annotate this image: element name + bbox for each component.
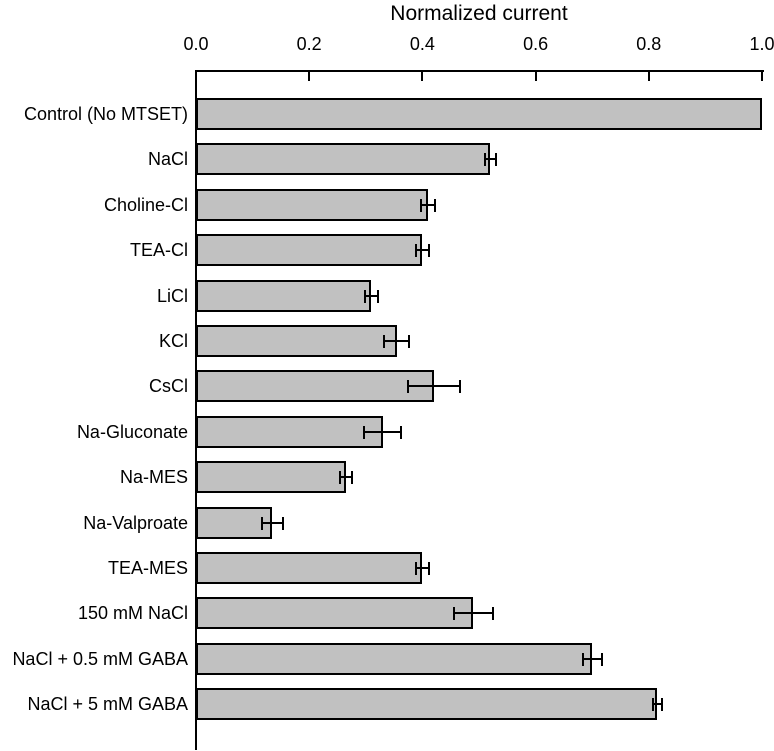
category-label: Choline-Cl bbox=[103, 194, 188, 215]
bar bbox=[196, 552, 422, 584]
x-tick-label: 0.4 bbox=[409, 34, 435, 54]
error-bar-cap bbox=[377, 290, 379, 303]
error-bar-cap bbox=[428, 562, 430, 575]
error-bar-cap bbox=[363, 426, 365, 439]
category-label: NaCl + 0.5 mM GABA bbox=[12, 648, 188, 669]
category-label: NaCl bbox=[147, 148, 188, 169]
error-bar-cap bbox=[400, 426, 402, 439]
error-bar-cap bbox=[364, 290, 366, 303]
bar bbox=[196, 143, 490, 175]
x-tick-label: 1.0 bbox=[749, 34, 774, 54]
category-label: TEA-Cl bbox=[130, 239, 188, 260]
error-bar-cap bbox=[582, 653, 584, 666]
x-tick-label: 0.6 bbox=[523, 34, 549, 54]
error-bar-cap bbox=[407, 380, 409, 393]
error-bar-cap bbox=[420, 199, 422, 212]
x-axis-line bbox=[195, 70, 764, 72]
bar bbox=[196, 98, 762, 130]
category-label: LiCl bbox=[156, 285, 188, 306]
error-bar-line bbox=[454, 612, 492, 614]
error-bar-cap bbox=[484, 153, 486, 166]
x-tick-mark bbox=[761, 72, 763, 81]
category-label: 150 mM NaCl bbox=[77, 602, 188, 623]
error-bar-cap bbox=[661, 698, 663, 711]
error-bar-line bbox=[340, 476, 352, 478]
bar bbox=[196, 325, 397, 357]
error-bar-cap bbox=[428, 244, 430, 257]
error-bar-line bbox=[365, 295, 377, 297]
category-label: Na-MES bbox=[119, 466, 188, 487]
x-tick-mark bbox=[534, 72, 537, 81]
error-bar-line bbox=[653, 703, 662, 705]
error-bar-cap bbox=[495, 153, 497, 166]
error-bar-line bbox=[583, 658, 602, 660]
bar bbox=[196, 597, 473, 629]
y-axis-line bbox=[195, 70, 197, 750]
category-label: KCl bbox=[158, 330, 188, 351]
bar bbox=[196, 507, 272, 539]
category-label: NaCl + 5 mM GABA bbox=[27, 693, 188, 714]
error-bar-cap bbox=[351, 471, 353, 484]
error-bar-cap bbox=[453, 607, 455, 620]
category-label: CsCl bbox=[149, 375, 188, 396]
error-bar-cap bbox=[434, 199, 436, 212]
error-bar-line bbox=[408, 385, 460, 387]
x-tick-label: 0.8 bbox=[636, 34, 662, 54]
error-bar-line bbox=[416, 249, 428, 251]
x-tick-mark bbox=[421, 72, 424, 81]
error-bar-line bbox=[485, 158, 496, 160]
bar bbox=[196, 280, 371, 312]
x-tick-mark bbox=[308, 72, 311, 81]
bar bbox=[196, 643, 592, 675]
category-label: Control (No MTSET) bbox=[23, 103, 188, 124]
bar bbox=[196, 370, 434, 402]
chart-title: Normalized current bbox=[390, 2, 568, 25]
error-bar-cap bbox=[339, 471, 341, 484]
error-bar-cap bbox=[601, 653, 603, 666]
category-label: TEA-MES bbox=[107, 557, 188, 578]
category-label: Na-Gluconate bbox=[76, 421, 188, 442]
error-bar-line bbox=[364, 431, 401, 433]
error-bar-cap bbox=[415, 244, 417, 257]
error-bar-cap bbox=[282, 517, 284, 530]
x-tick-mark bbox=[647, 72, 650, 81]
error-bar-line bbox=[416, 567, 428, 569]
bar bbox=[196, 189, 428, 221]
bar bbox=[196, 688, 657, 720]
error-bar-line bbox=[421, 204, 435, 206]
x-tick-label: 0.0 bbox=[183, 34, 209, 54]
error-bar-cap bbox=[459, 380, 461, 393]
error-bar-cap bbox=[652, 698, 654, 711]
category-label: Na-Valproate bbox=[83, 512, 188, 533]
x-tick-label: 0.2 bbox=[296, 34, 322, 54]
error-bar-cap bbox=[383, 335, 385, 348]
bar bbox=[196, 461, 346, 493]
error-bar-cap bbox=[415, 562, 417, 575]
error-bar-line bbox=[262, 522, 282, 524]
error-bar-cap bbox=[408, 335, 410, 348]
bar bbox=[196, 416, 383, 448]
error-bar-cap bbox=[261, 517, 263, 530]
error-bar-line bbox=[384, 340, 409, 342]
bar bbox=[196, 234, 422, 266]
error-bar-cap bbox=[492, 607, 494, 620]
